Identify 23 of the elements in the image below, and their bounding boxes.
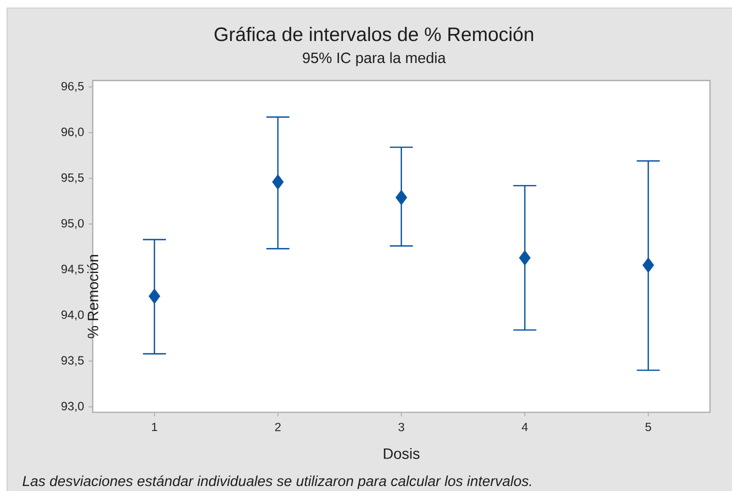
x-tick-label: 2 xyxy=(275,422,281,432)
y-axis-title: % Remoción xyxy=(87,255,98,338)
y-tick-label: 96,5 xyxy=(61,82,84,92)
point xyxy=(148,288,160,304)
x-tick-label: 3 xyxy=(398,422,404,432)
point xyxy=(272,174,284,190)
x-tick-label: 4 xyxy=(522,422,528,432)
y-tick-label: 95,0 xyxy=(61,219,84,229)
y-tick-label: 94,5 xyxy=(61,264,84,275)
y-tick-label: 96,0 xyxy=(61,128,84,138)
y-tick-label: 94,0 xyxy=(61,310,84,320)
chart-subtitle: 95% IC para la media xyxy=(302,52,446,66)
point xyxy=(642,257,654,273)
x-axis-title: Dosis xyxy=(384,448,420,459)
y-tick-label: 95,5 xyxy=(61,173,84,184)
y-tick-label: 93,5 xyxy=(61,356,84,366)
x-tick-label: 5 xyxy=(645,422,652,432)
point xyxy=(518,250,531,266)
x-tick-label: 1 xyxy=(152,422,158,432)
chart-title: Gráfica de intervalos de % Remoción xyxy=(214,26,534,42)
text: Las desviaciones estándar individuales se utilizaron para calcular los intervalos. xyxy=(22,475,532,489)
y-tick-label: 93,0 xyxy=(61,402,84,412)
point xyxy=(396,190,408,206)
